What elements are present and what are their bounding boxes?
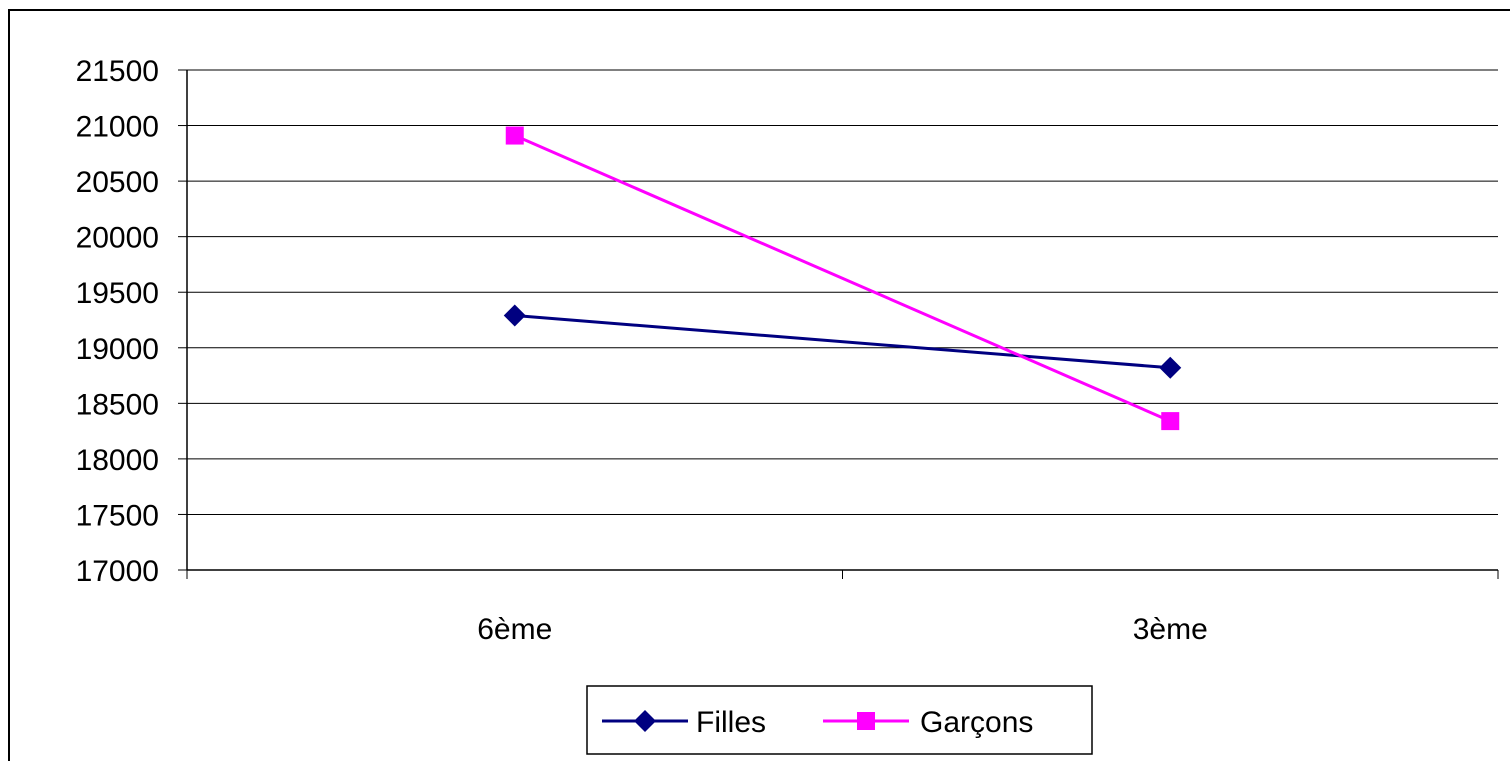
y-tick-label-17000: 17000 xyxy=(76,555,159,588)
point-garcons-0 xyxy=(505,126,524,145)
y-tick-label-21000: 21000 xyxy=(76,111,159,144)
y-tick-label-21500: 21500 xyxy=(76,55,159,88)
x-tick-label-1: 3ème xyxy=(1133,613,1208,646)
legend-label-filles: Filles xyxy=(696,706,766,739)
legend-marker-filles xyxy=(634,710,656,732)
y-tick-label-19000: 19000 xyxy=(76,333,159,366)
chart-frame xyxy=(8,9,1510,761)
series xyxy=(503,126,1182,431)
series-line-filles xyxy=(514,314,1171,370)
legend-marker-garcons xyxy=(857,712,875,730)
axes xyxy=(178,69,1499,579)
y-tick-label-17500: 17500 xyxy=(76,499,159,532)
y-tick-label-20500: 20500 xyxy=(76,166,159,199)
legend: Filles Garçons xyxy=(586,685,1093,755)
y-tick-label-20000: 20000 xyxy=(76,222,159,255)
y-tick-label-19500: 19500 xyxy=(76,277,159,310)
legend-label-garcons: Garçons xyxy=(920,706,1033,739)
point-filles-0 xyxy=(503,304,526,327)
x-tick-labels: 6ème 3ème xyxy=(477,613,1208,646)
gridlines xyxy=(187,69,1498,515)
y-tick-label-18000: 18000 xyxy=(76,444,159,477)
y-tick-label-18500: 18500 xyxy=(76,388,159,421)
series-line-garcons xyxy=(514,134,1171,423)
point-filles-1 xyxy=(1159,356,1182,379)
point-garcons-1 xyxy=(1161,412,1180,431)
y-tick-labels: 17000 17500 18000 18500 19000 19500 20000 20500… xyxy=(76,55,159,588)
x-tick-label-0: 6ème xyxy=(477,613,552,646)
